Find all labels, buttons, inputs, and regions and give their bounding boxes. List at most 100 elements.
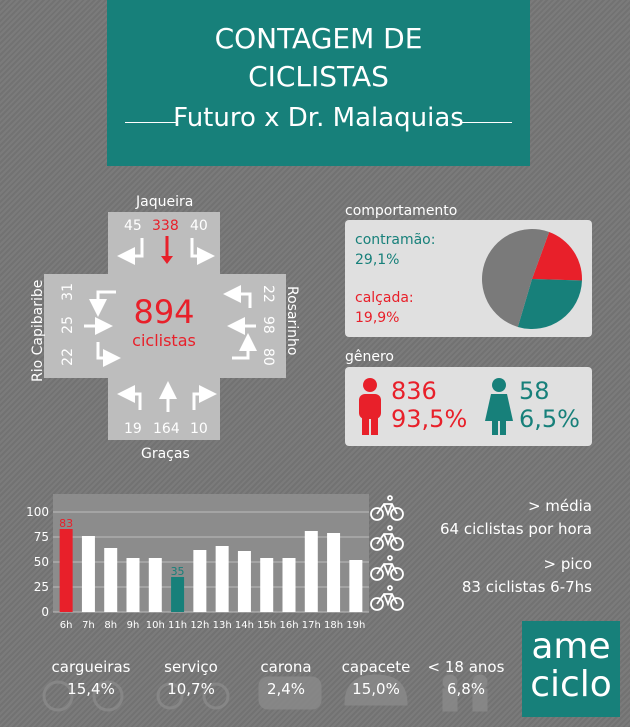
street-south: Graças: [141, 446, 190, 462]
genero-box: 836 93,5% 58 6,5%: [345, 367, 592, 446]
carona-icon: [258, 676, 322, 710]
x-tick-label: 12h: [190, 620, 209, 631]
pie-slice-contramão: [517, 279, 582, 329]
count-west-bottom: 22: [60, 348, 76, 366]
count-east-middle: 98: [260, 316, 276, 334]
bottom-stat-label: serviço: [164, 658, 218, 676]
x-tick-label: 13h: [213, 620, 232, 631]
ameciclo-logo: ame ciclo: [522, 621, 620, 717]
count-west-middle: 25: [60, 316, 76, 334]
count-north-straight: 338: [152, 218, 179, 234]
female-pct: 6,5%: [519, 405, 580, 433]
bottom-background-icons: [42, 674, 488, 712]
contramao-value: 29,1%: [355, 252, 400, 268]
street-west: Rio Capibaribe: [30, 279, 46, 382]
media-title: > média: [527, 497, 592, 515]
bar-data-label: 83: [59, 517, 73, 530]
female-icon: [485, 378, 513, 435]
arrow-w-bot: [96, 342, 121, 367]
page-title: CONTAGEM DE CICLISTAS: [107, 20, 530, 96]
bar-12h: [193, 550, 207, 612]
arrow-n-right: [190, 238, 215, 265]
bike-icons-column: [370, 495, 404, 611]
bottom-stat: cargueiras 15,4%: [50, 658, 132, 698]
x-tick-label: 8h: [104, 620, 117, 631]
bar-19h: [349, 560, 363, 612]
divider-right: [460, 122, 512, 123]
x-tick-label: 6h: [60, 620, 73, 631]
x-tick-label: 15h: [257, 620, 276, 631]
count-north-left: 45: [124, 218, 142, 234]
header-banner: CONTAGEM DE CICLISTAS Futuro x Dr. Malaq…: [107, 0, 530, 166]
genero-title: gênero: [345, 349, 394, 365]
bottom-stat-label: < 18 anos: [427, 658, 505, 676]
road-shape: [44, 212, 286, 440]
arrow-n-left: [117, 238, 144, 265]
bike-icon: [370, 525, 404, 551]
bar-17h: [304, 531, 318, 612]
title-line-2: CICLISTAS: [248, 60, 389, 93]
bottom-stat-value: 10,7%: [167, 680, 215, 698]
bottom-stat-value: 6,8%: [446, 680, 486, 698]
x-tick-label: 9h: [127, 620, 140, 631]
male-icon: [359, 378, 381, 435]
bottom-stat-label: carona: [260, 658, 312, 676]
title-line-1: CONTAGEM DE: [214, 22, 423, 55]
bottom-stat: serviço 10,7%: [150, 658, 232, 698]
count-east-top: 22: [260, 285, 276, 303]
calcada-label: calçada:: [355, 290, 414, 306]
pie-chart: [482, 229, 582, 329]
count-south-left: 19: [124, 421, 142, 437]
arrow-e-top: [223, 285, 252, 308]
bar-10h: [148, 558, 162, 612]
helmet-icon: [344, 674, 408, 706]
bottom-stat-label: capacete: [341, 658, 411, 676]
count-south-right: 10: [190, 421, 208, 437]
logo-line-2: ciclo: [530, 664, 612, 705]
pico-title: > pico: [543, 555, 592, 573]
calcada-value: 19,9%: [355, 310, 400, 326]
male-pct: 93,5%: [391, 405, 468, 433]
total-count: 894: [133, 293, 195, 331]
bar-7h: [81, 536, 95, 612]
female-count: 58: [519, 377, 550, 405]
y-tick-label: 25: [34, 580, 49, 594]
bar-14h: [237, 551, 251, 612]
service-bike-icon: [156, 682, 230, 710]
street-north: Jaqueira: [136, 194, 194, 210]
bottom-stat: carona 2,4%: [245, 658, 327, 698]
intersection-diagram: [44, 212, 286, 440]
bar-15h: [260, 558, 274, 612]
y-tick-label: 0: [41, 605, 49, 619]
contramao-label: contramão:: [355, 232, 436, 248]
pie-slice-calçada: [532, 232, 582, 281]
x-tick-label: 10h: [146, 620, 165, 631]
hourly-bar-chart: 0 25 50 75 100 83 6h 7h 8h 9h 10h 35 11h 12h 13h 14h 15h…: [26, 494, 369, 631]
bar-8h: [104, 548, 118, 612]
x-tick-label: 14h: [235, 620, 254, 631]
bar-11h: [171, 577, 185, 612]
arrow-s-right: [192, 385, 217, 410]
page-subtitle: Futuro x Dr. Malaquias: [173, 103, 464, 133]
bar-9h: [126, 558, 140, 612]
male-count: 836: [391, 377, 437, 405]
bar-data-label: 35: [171, 565, 185, 578]
comportamento-title: comportamento: [345, 203, 458, 219]
x-tick-label: 19h: [346, 620, 365, 631]
y-tick-label: 50: [34, 555, 49, 569]
arrow-e-bot: [232, 333, 257, 360]
comportamento-box: contramão: 29,1% calçada: 19,9%: [345, 220, 592, 337]
bar-16h: [282, 558, 296, 612]
bottom-stat-value: 15,4%: [67, 680, 115, 698]
bike-icon: [370, 495, 404, 521]
y-tick-label: 75: [34, 530, 49, 544]
count-south-middle: 164: [153, 421, 180, 437]
bottom-stat-value: 15,0%: [352, 680, 400, 698]
bottom-stat: capacete 15,0%: [335, 658, 417, 698]
x-tick-label: 17h: [302, 620, 321, 631]
bar-6h: [59, 529, 73, 612]
count-north-right: 40: [190, 218, 208, 234]
total-block: 894 ciclistas: [108, 294, 220, 352]
x-tick-label: 11h: [168, 620, 187, 631]
pie-slice-outros: [482, 229, 550, 327]
